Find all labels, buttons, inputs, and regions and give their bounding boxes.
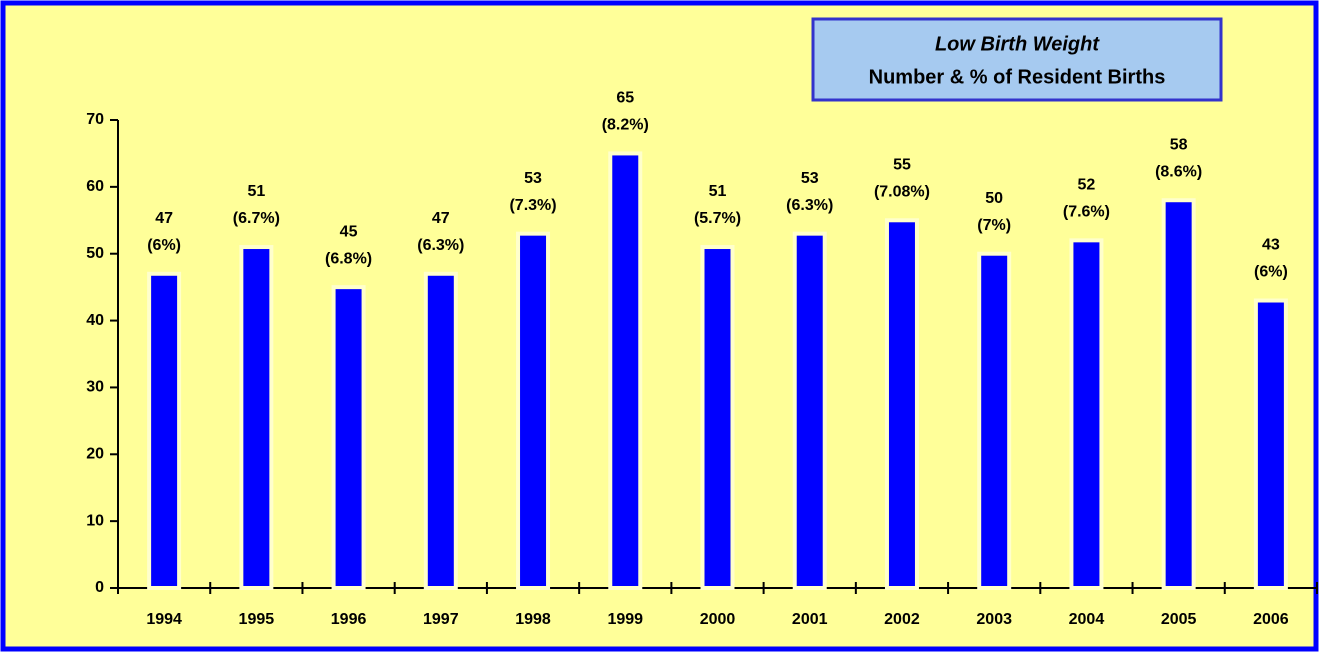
x-tick-label: 1999 [607, 611, 643, 628]
bar [700, 245, 735, 590]
y-tick-label: 50 [86, 245, 104, 262]
y-tick-label: 60 [86, 178, 104, 195]
x-tick-label: 2001 [792, 611, 828, 628]
percent-label: (6.3%) [786, 197, 833, 214]
y-tick-label: 10 [86, 512, 104, 529]
percent-label: (6.7%) [233, 210, 280, 227]
y-tick-label: 0 [95, 579, 104, 596]
percent-label: (8.6%) [1155, 163, 1202, 180]
bar [884, 218, 919, 591]
x-tick-label: 1996 [331, 611, 367, 628]
bar [239, 245, 274, 590]
chart-subtitle: Number & % of Resident Births [869, 66, 1166, 88]
percent-label: (7.3%) [509, 197, 556, 214]
percent-label: (6%) [1254, 264, 1288, 281]
value-label: 45 [340, 223, 358, 240]
y-tick-label: 40 [86, 312, 104, 329]
x-tick-label: 2006 [1253, 611, 1289, 628]
bar [792, 231, 827, 591]
value-label: 50 [985, 190, 1003, 207]
x-tick-label: 1995 [239, 611, 275, 628]
y-tick-label: 70 [86, 111, 104, 128]
percent-label: (7.6%) [1063, 204, 1110, 221]
bar [423, 271, 458, 590]
bar [1253, 298, 1288, 590]
bar [147, 271, 182, 590]
percent-label: (6.3%) [417, 237, 464, 254]
bar [331, 285, 366, 590]
value-label: 43 [1262, 237, 1280, 254]
value-label: 53 [524, 170, 542, 187]
value-label: 47 [155, 210, 173, 227]
percent-label: (5.7%) [694, 210, 741, 227]
chart-title: Low Birth Weight [935, 33, 1100, 55]
bar [977, 251, 1012, 590]
title-box [811, 17, 1223, 102]
y-tick-label: 30 [86, 379, 104, 396]
x-tick-label: 2005 [1161, 611, 1197, 628]
value-label: 52 [1078, 177, 1096, 194]
bar [1161, 198, 1196, 590]
x-tick-label: 2000 [700, 611, 736, 628]
x-tick-label: 1997 [423, 611, 459, 628]
y-tick-label: 20 [86, 446, 104, 463]
value-label: 47 [432, 210, 450, 227]
x-tick-label: 2004 [1069, 611, 1105, 628]
value-label: 51 [247, 183, 265, 200]
x-tick-label: 1998 [515, 611, 551, 628]
percent-label: (6.8%) [325, 250, 372, 267]
x-tick-label: 2003 [976, 611, 1012, 628]
value-label: 55 [893, 157, 911, 174]
percent-label: (7%) [977, 217, 1011, 234]
percent-label: (8.2%) [602, 117, 649, 134]
percent-label: (7.08%) [874, 184, 930, 201]
value-label: 53 [801, 170, 819, 187]
value-label: 51 [709, 183, 727, 200]
percent-label: (6%) [147, 237, 181, 254]
value-label: 65 [616, 90, 634, 107]
bar [516, 231, 551, 591]
x-tick-label: 1994 [146, 611, 182, 628]
value-label: 58 [1170, 136, 1188, 153]
x-tick-label: 2002 [884, 611, 920, 628]
bar [608, 151, 643, 591]
bar [1069, 238, 1104, 590]
